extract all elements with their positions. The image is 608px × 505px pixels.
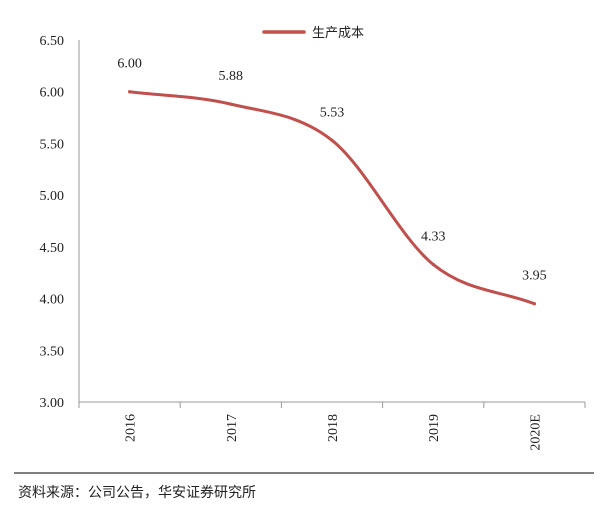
source-note: 资料来源：公司公告，华安证券研究所 xyxy=(18,485,256,501)
y-tick-label: 5.50 xyxy=(40,137,65,152)
y-tick-label: 5.00 xyxy=(40,189,65,204)
x-tick-label: 2018 xyxy=(326,414,341,442)
data-label: 4.33 xyxy=(421,229,446,244)
y-tick-label: 3.50 xyxy=(40,344,65,359)
x-tick-label: 2019 xyxy=(427,414,442,442)
legend-label: 生产成本 xyxy=(312,26,364,41)
x-tick-label: 2016 xyxy=(124,414,139,442)
x-tick-label: 2020E xyxy=(528,414,543,451)
data-point xyxy=(330,138,334,142)
series-line xyxy=(128,90,536,306)
y-tick-label: 6.00 xyxy=(40,86,65,101)
data-point xyxy=(431,262,435,267)
data-label: 6.00 xyxy=(117,57,142,72)
series: 6.00 5.88 5.53 4.33 3.95 xyxy=(117,57,547,306)
y-tick-label: 4.50 xyxy=(40,241,65,256)
y-tick-label: 6.50 xyxy=(40,34,65,49)
x-axis: 2016 2017 2018 2019 2020E xyxy=(78,401,586,451)
data-label: 3.95 xyxy=(522,269,547,284)
data-label: 5.53 xyxy=(320,105,345,120)
y-axis: 3.00 3.50 4.00 4.50 5.00 5.50 6.00 6.50 xyxy=(40,34,80,411)
y-tick-label: 3.00 xyxy=(40,396,65,411)
legend: 生产成本 xyxy=(262,26,364,41)
data-point xyxy=(128,90,132,94)
data-point xyxy=(532,302,537,306)
data-point xyxy=(229,102,233,106)
x-tick-label: 2017 xyxy=(225,414,240,442)
y-tick-label: 4.00 xyxy=(40,293,65,308)
data-label: 5.88 xyxy=(219,69,244,84)
